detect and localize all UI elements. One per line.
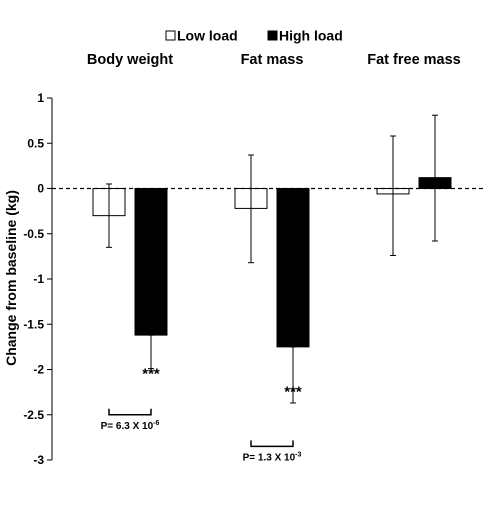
group-label: Fat free mass bbox=[367, 52, 461, 68]
significance-stars: *** bbox=[142, 366, 160, 383]
y-tick-label: 0.5 bbox=[27, 136, 44, 150]
y-axis: 1 0.5 0 -0.5 -1 -1.5 -2 -2.5 -3 bbox=[23, 91, 53, 467]
bars bbox=[92, 177, 452, 348]
group-label: Fat mass bbox=[241, 52, 304, 68]
significance-stars: *** bbox=[284, 384, 302, 401]
y-tick-label: -2 bbox=[33, 363, 44, 377]
y-axis-label: Change from baseline (kg) bbox=[3, 190, 19, 366]
significance-annotations: *** P= 6.3 X 10-6 *** P= 1.3 X 10-3 bbox=[101, 366, 302, 464]
error-bars bbox=[106, 114, 438, 404]
y-tick-label: -0.5 bbox=[23, 227, 44, 241]
bar bbox=[276, 188, 310, 348]
y-tick-label: -1.5 bbox=[23, 317, 44, 331]
legend-swatch bbox=[267, 30, 278, 41]
group-label: Body weight bbox=[87, 52, 173, 68]
p-value-label: P= 6.3 X 10-6 bbox=[101, 420, 160, 432]
group-labels: Body weight Fat mass Fat free mass bbox=[87, 52, 461, 68]
bar bbox=[134, 188, 168, 336]
legend-label: High load bbox=[279, 28, 343, 44]
legend-swatch bbox=[165, 30, 176, 41]
p-value-exponent: -3 bbox=[295, 451, 301, 458]
significance-bracket bbox=[250, 440, 294, 448]
y-tick-label: 0 bbox=[37, 182, 44, 196]
y-tick-label: -3 bbox=[33, 453, 44, 467]
y-tick-label: -2.5 bbox=[23, 408, 44, 422]
p-value-label: P= 1.3 X 10-3 bbox=[243, 451, 302, 463]
legend: Low load High load bbox=[165, 28, 343, 44]
y-tick-label: -1 bbox=[33, 272, 44, 286]
significance-bracket bbox=[108, 408, 152, 416]
p-value-exponent: -6 bbox=[153, 420, 159, 427]
y-tick-label: 1 bbox=[37, 91, 44, 105]
legend-label: Low load bbox=[177, 28, 238, 44]
